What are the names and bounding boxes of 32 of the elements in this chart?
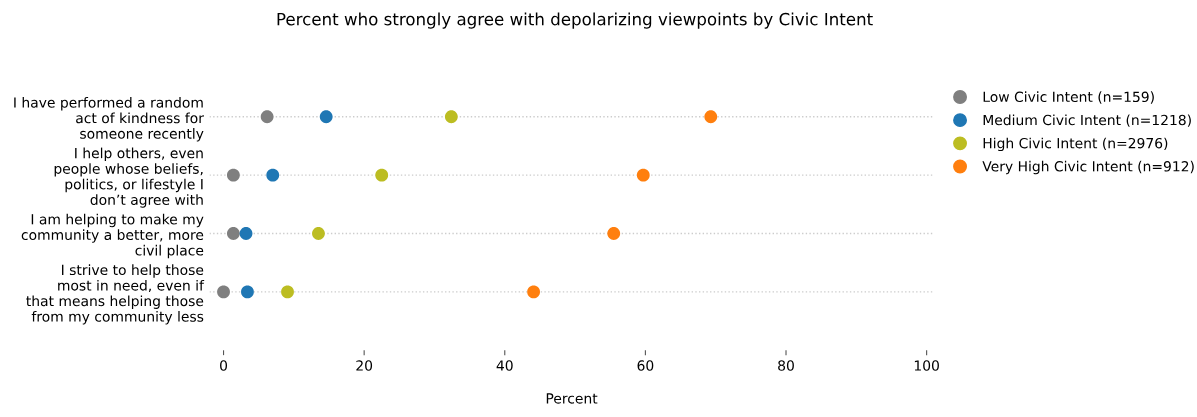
y-tick-label: I help others, even people whose beliefs, politics, or lifestyle I don’t agree with (54, 147, 203, 208)
x-tick-label: 100 (914, 360, 939, 371)
point (527, 285, 540, 299)
legend-label: Low Civic Intent (n=159) (983, 91, 1154, 104)
x-tick-label: 0 (220, 360, 228, 371)
point (444, 110, 458, 124)
x-tick-label: 20 (356, 360, 373, 371)
point (281, 285, 294, 299)
point (239, 227, 253, 240)
x-tick-label: 60 (637, 360, 654, 371)
y-tick-label: I strive to help those most in need, even if that means helping those from my community less (26, 264, 205, 325)
point (312, 227, 325, 240)
point (226, 227, 240, 240)
point (319, 110, 333, 124)
point (266, 168, 280, 182)
legend-label: Medium Civic Intent (n=1218) (983, 114, 1191, 127)
chart-title: Percent who strongly agree with depolarizing viewpoints by Civic Intent (277, 12, 873, 29)
y-tick-label: I am helping to make my community a better, more civil place (21, 213, 204, 259)
x-tick-label: 80 (778, 360, 794, 371)
x-axis-title: Percent (546, 393, 598, 404)
legend-label: Very High Civic Intent (n=912) (982, 160, 1194, 175)
point (636, 168, 650, 182)
y-tick-label: I have performed a random act of kindness for someone recently (14, 96, 204, 142)
point (226, 168, 240, 182)
legend-label: High Civic Intent (n=2976) (983, 137, 1168, 152)
point (241, 285, 254, 299)
x-tick-label: 40 (496, 360, 513, 371)
point (375, 168, 389, 182)
point (260, 110, 274, 124)
point (704, 110, 718, 124)
point (217, 285, 230, 299)
point (607, 227, 621, 240)
